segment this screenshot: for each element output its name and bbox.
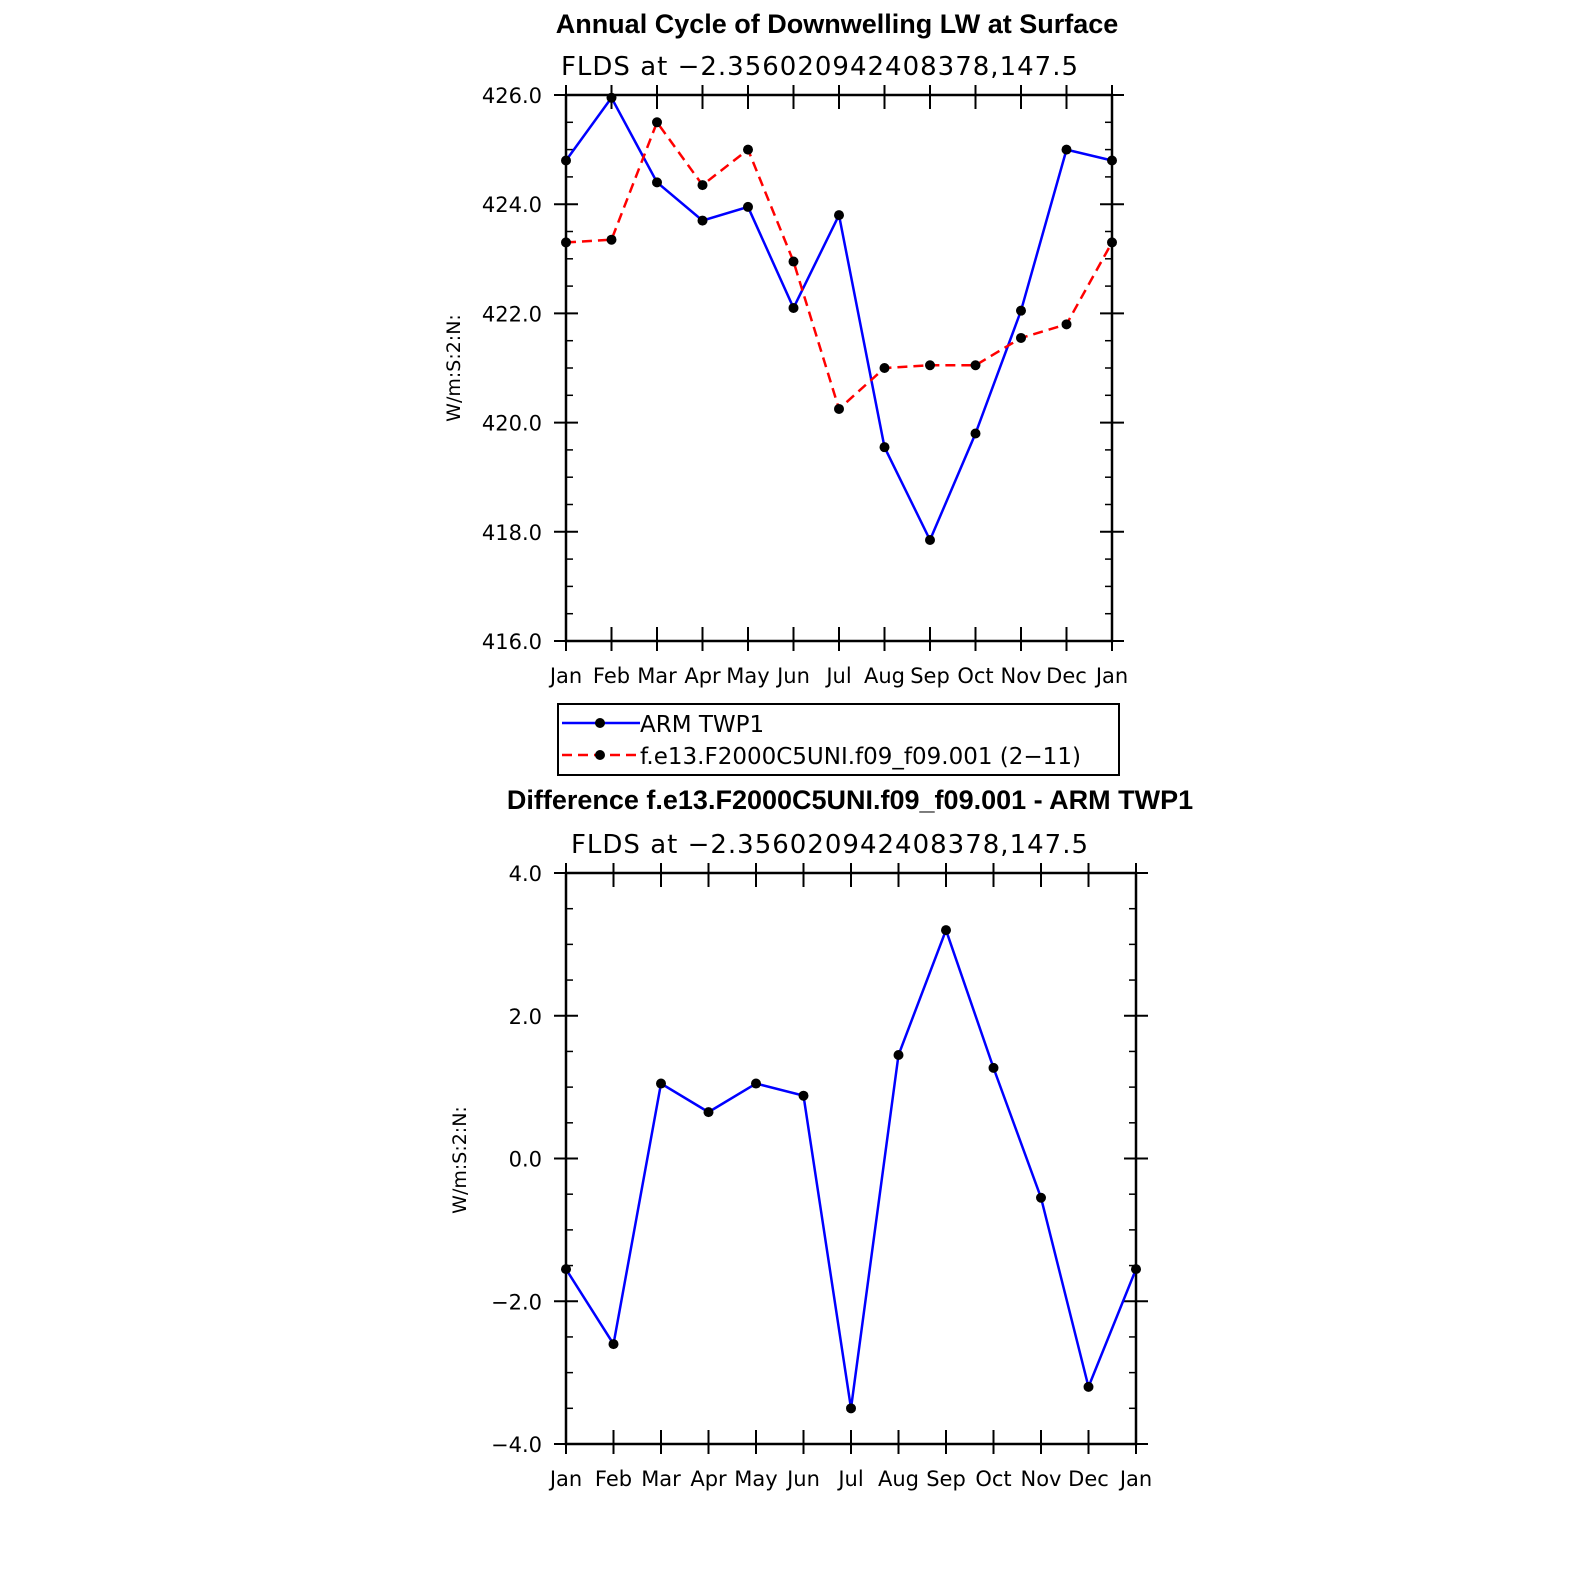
legend-label-arm: ARM TWP1: [640, 712, 764, 738]
top-series-0-point: [606, 92, 617, 103]
top-y-tick-label: 426.0: [482, 84, 542, 108]
top-series-1-point: [743, 144, 753, 155]
top-x-tick-label: Jun: [775, 664, 810, 688]
bottom-series-0-point: [941, 925, 951, 936]
top-x-tick-label: Nov: [1001, 664, 1042, 688]
top-x-tick-label: Jan: [1094, 664, 1128, 688]
bottom-x-tick-label: May: [734, 1467, 777, 1491]
top-chart-title: Annual Cycle of Downwelling LW at Surfac…: [556, 9, 1119, 39]
top-chart: Annual Cycle of Downwelling LW at Surfac…: [443, 9, 1128, 776]
top-x-tick-label: Aug: [864, 664, 905, 688]
top-x-tick-label: Sep: [910, 664, 950, 688]
bottom-series-0-point: [1083, 1381, 1094, 1392]
bottom-x-tick-label: Feb: [595, 1467, 632, 1491]
bottom-y-tick-label: 2.0: [509, 1005, 542, 1029]
top-series-0-point: [970, 428, 981, 439]
top-y-tick-label: 424.0: [482, 193, 542, 217]
top-series-1-point: [925, 360, 935, 371]
bottom-x-tick-label: Jul: [836, 1467, 863, 1491]
top-series-0-point: [1107, 155, 1117, 166]
top-plot-area: 416.0 418.0 420.0 422.0 424.0 426.0 Jan Feb Mar A…: [482, 84, 1128, 688]
top-series-0-point: [925, 534, 935, 545]
bottom-x-tick-label: Nov: [1021, 1467, 1062, 1491]
bottom-y-tick-label: −2.0: [491, 1290, 542, 1314]
bottom-series-line-0: [564, 926, 1138, 1409]
bottom-chart-subtitle: FLDS at −2.356020942408378,147.5: [571, 830, 1089, 860]
top-series-0-point: [697, 215, 708, 226]
top-series-0-point: [652, 177, 662, 188]
top-series-1-point: [606, 234, 617, 245]
top-x-tick-label: Oct: [957, 664, 993, 688]
top-y-tick-label: 420.0: [482, 412, 542, 436]
top-series-0-point: [1016, 305, 1026, 316]
top-series-0-point: [788, 302, 799, 313]
top-x-tick-label: Jul: [824, 664, 851, 688]
bottom-series-0-point: [656, 1078, 666, 1089]
bottom-x-tick-label: Aug: [878, 1467, 919, 1491]
top-series-1-point: [1016, 332, 1026, 343]
bottom-series-0-point: [561, 1264, 571, 1275]
bottom-x-tick-label: Dec: [1068, 1467, 1109, 1491]
bottom-chart-title: Difference f.e13.F2000C5UNI.f09_f09.001 …: [507, 785, 1193, 815]
top-series-1-point: [879, 363, 890, 373]
bottom-y-tick-label: −4.0: [491, 1433, 542, 1457]
legend-label-model: f.e13.F2000C5UNI.f09_f09.001 (2−11): [640, 744, 1081, 770]
bottom-plot-area: −4.0 −2.0 0.0 2.0 4.0 Jan Feb Mar Apr May Jun Jul Au…: [491, 862, 1152, 1491]
bottom-x-tick-label: Jun: [785, 1467, 820, 1491]
bottom-x-tick-label: Oct: [975, 1467, 1011, 1491]
top-x-tick-label: May: [726, 664, 769, 688]
bottom-series-0-point: [751, 1078, 761, 1089]
top-series-1-point: [788, 256, 799, 267]
bottom-x-tick-label: Apr: [690, 1467, 727, 1491]
top-series-0-point: [879, 442, 890, 453]
top-y-axis-label: W/m:S:2:N:: [443, 314, 465, 422]
bottom-series-0-point: [703, 1107, 714, 1118]
bottom-series-0-point: [988, 1062, 999, 1073]
top-y-tick-label: 422.0: [482, 302, 542, 326]
top-series-1-point: [652, 117, 662, 128]
top-series-1-point: [1107, 237, 1117, 248]
bottom-x-tick-label: Sep: [926, 1467, 966, 1491]
top-x-tick-label: Apr: [684, 664, 721, 688]
top-series-0-point: [834, 210, 844, 221]
bottom-series-0-point: [798, 1090, 809, 1101]
top-x-tick-label: Feb: [593, 664, 630, 688]
top-series-0-point: [1061, 144, 1072, 155]
top-x-tick-label: Jan: [548, 664, 582, 688]
bottom-x-tick-label: Mar: [641, 1467, 681, 1491]
bottom-y-axis-label: W/m:S:2:N:: [449, 1106, 471, 1214]
top-plot-frame: [564, 93, 1114, 643]
bottom-x-tick-label: Jan: [1118, 1467, 1152, 1491]
top-series-1-point: [697, 180, 708, 191]
bottom-chart: Difference f.e13.F2000C5UNI.f09_f09.001 …: [449, 785, 1193, 1491]
top-series-0-point: [743, 201, 753, 212]
top-chart-subtitle: FLDS at −2.356020942408378,147.5: [561, 52, 1079, 82]
legend-marker-arm: [595, 718, 605, 728]
top-series-1-point: [561, 237, 571, 248]
bottom-series-0-point: [1131, 1264, 1141, 1275]
top-y-tick-label: 418.0: [482, 521, 542, 545]
top-series-1-point: [834, 403, 844, 414]
top-x-tick-label: Mar: [637, 664, 677, 688]
bottom-series-0-point: [608, 1339, 619, 1350]
legend-marker-model: [595, 750, 605, 760]
bottom-x-tick-label: Jan: [548, 1467, 582, 1491]
top-x-tick-label: Dec: [1046, 664, 1087, 688]
top-series-0-point: [561, 155, 571, 166]
bottom-series-0-point: [846, 1403, 856, 1414]
top-series-line-0: [564, 95, 1113, 543]
legend-box: [557, 703, 1120, 776]
bottom-y-tick-label: 4.0: [509, 862, 542, 886]
top-series-1-point: [1061, 319, 1072, 330]
legend: ARM TWP1 f.e13.F2000C5UNI.f09_f09.001 (2…: [557, 703, 1120, 776]
bottom-series-0-point: [893, 1050, 904, 1061]
top-y-tick-label: 416.0: [482, 630, 542, 654]
bottom-plot-frame: [564, 871, 1138, 1446]
top-series-1-point: [970, 360, 981, 371]
bottom-series-0-point: [1036, 1192, 1046, 1203]
bottom-y-tick-label: 0.0: [509, 1148, 542, 1172]
